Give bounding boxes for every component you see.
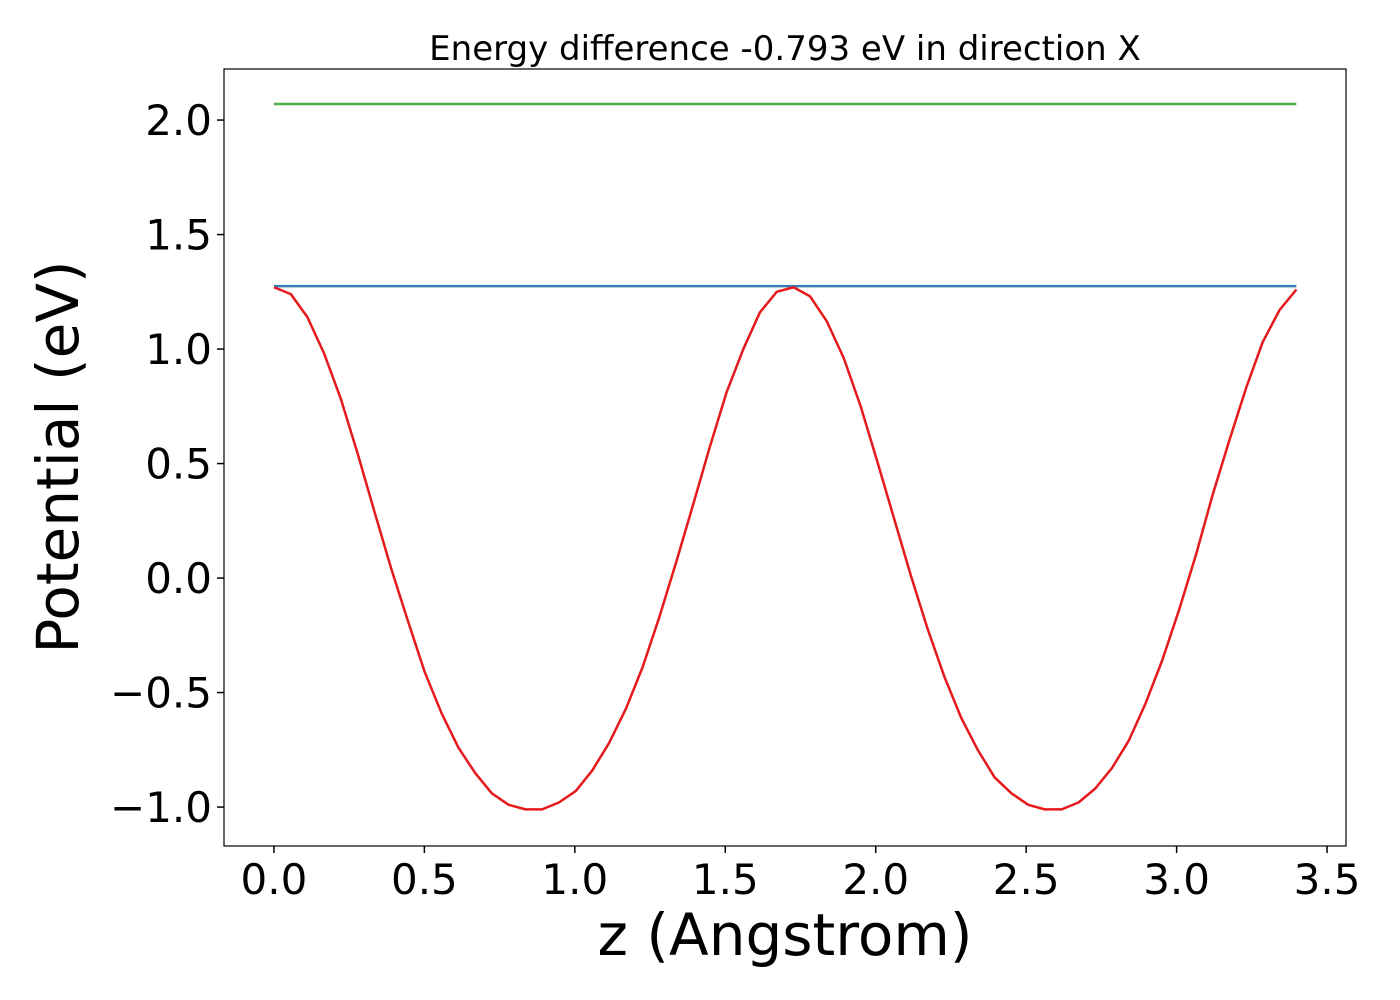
x-tick-label: 0.5: [391, 855, 458, 904]
x-tick-label: 3.0: [1143, 855, 1210, 904]
y-tick-label: 0.5: [145, 440, 212, 489]
y-tick-label: 1.0: [145, 325, 212, 374]
y-tick-label: −0.5: [110, 669, 212, 718]
y-tick-label: −1.0: [110, 783, 212, 832]
x-tick-label: 2.5: [993, 855, 1060, 904]
x-axis-label: z (Angstrom): [598, 901, 973, 969]
x-tick-label: 2.0: [842, 855, 909, 904]
y-tick-label: 0.0: [145, 554, 212, 603]
x-tick-label: 0.0: [241, 855, 308, 904]
y-tick-label: 2.0: [145, 96, 212, 145]
line-series: [273, 285, 1298, 811]
x-tick-label: 3.5: [1294, 855, 1361, 904]
plot-frame: [223, 68, 1347, 847]
x-tick-label: 1.0: [541, 855, 608, 904]
y-axis-label: Potential (eV): [24, 260, 92, 653]
chart-title: Energy difference -0.793 eV in direction…: [429, 29, 1141, 69]
x-tick-label: 1.5: [692, 855, 759, 904]
y-tick-label: 1.5: [145, 211, 212, 260]
